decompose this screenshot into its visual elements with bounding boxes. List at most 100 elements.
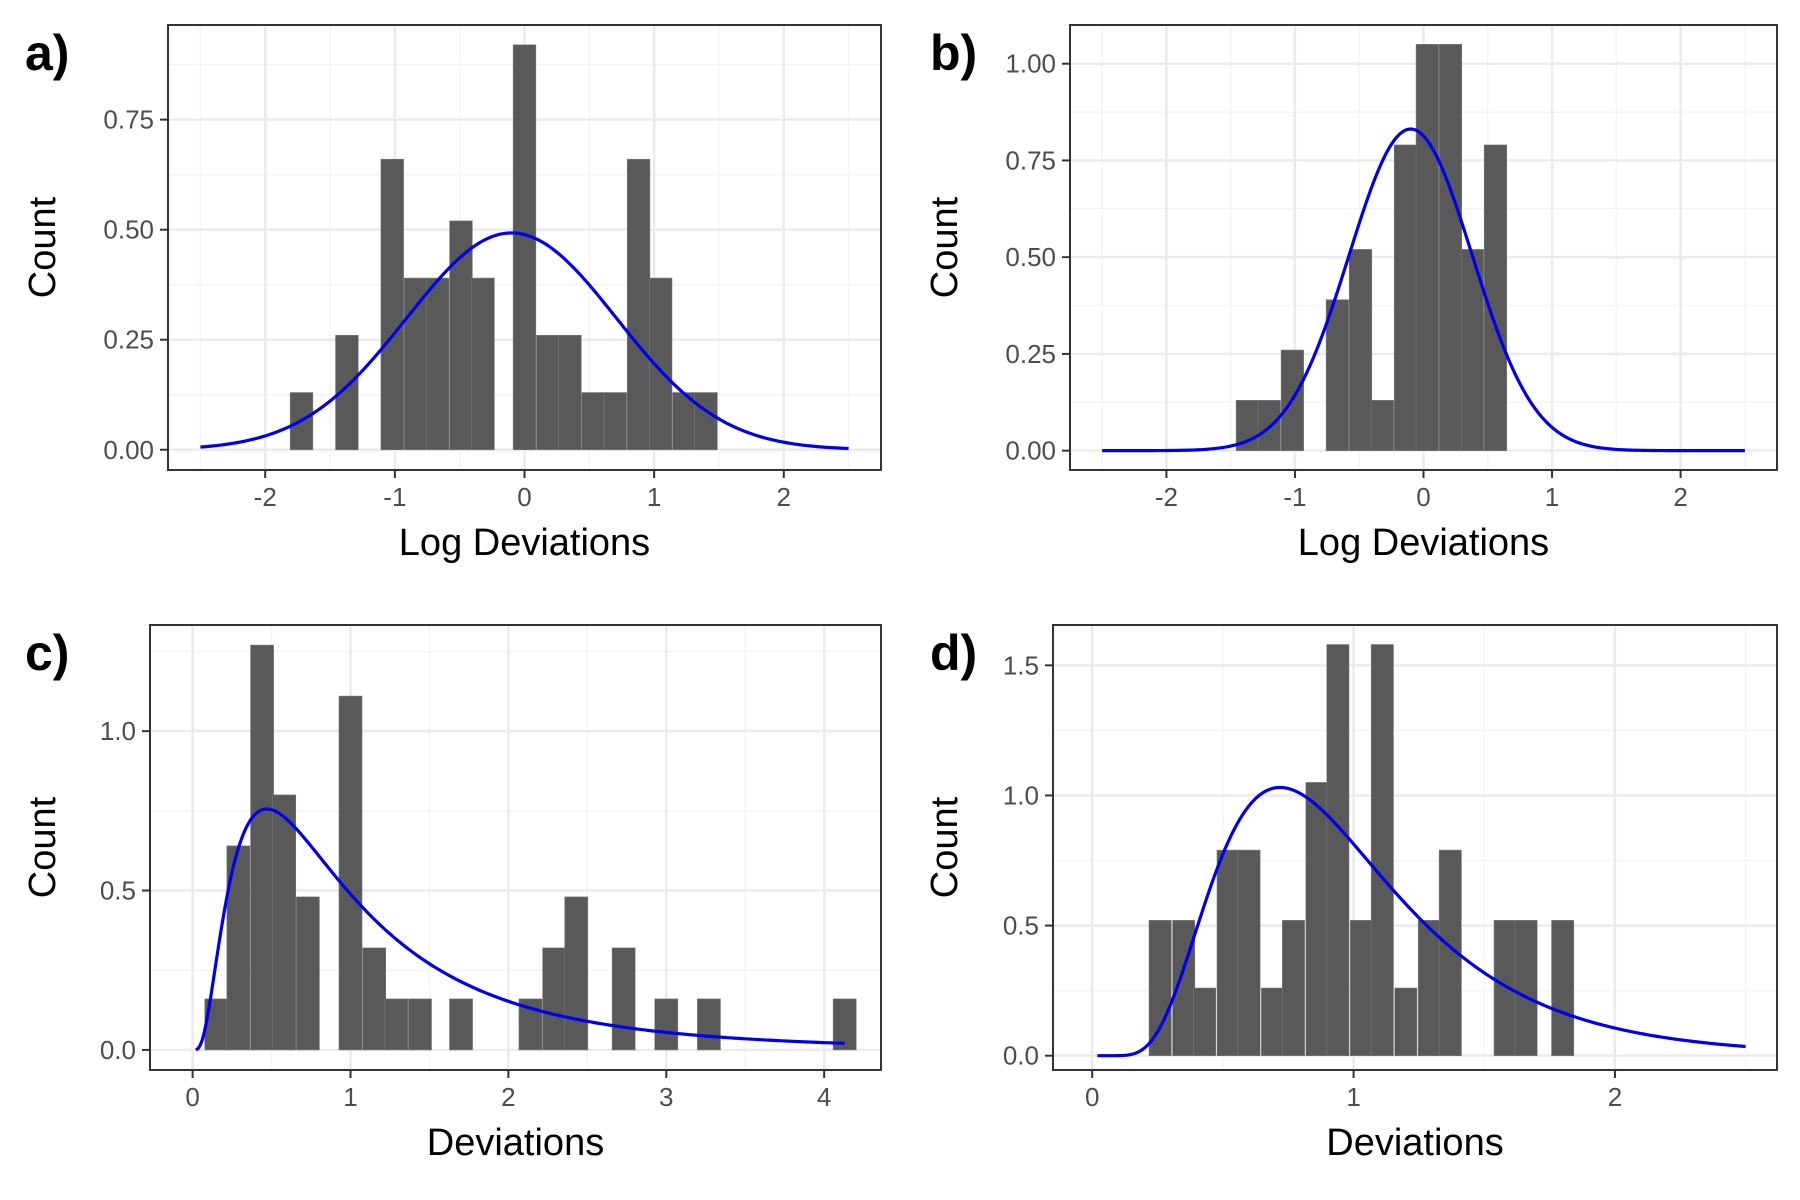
histogram-bar (694, 392, 718, 451)
histogram-bar (335, 335, 359, 451)
histogram-bar (564, 896, 589, 1051)
histogram-bar (1417, 920, 1441, 1056)
density-curve (200, 231, 849, 451)
panel-border (149, 624, 882, 1071)
y-tick-label: 0.50 (103, 215, 154, 245)
y-tick-label: 0.0 (1003, 1041, 1039, 1071)
histogram-bar (611, 947, 636, 1051)
histogram-bar (408, 998, 432, 1051)
y-tick-label: 0.00 (103, 435, 154, 465)
y-tick-label: 1.0 (100, 716, 136, 746)
y-tick-label: 0.25 (1005, 339, 1056, 369)
y-tick-label: 0.75 (103, 105, 154, 135)
histogram-bar (1261, 987, 1284, 1056)
x-tick-label: 1 (1545, 482, 1559, 512)
histogram-bar (1438, 849, 1462, 1056)
histogram-bar (542, 947, 567, 1051)
histogram-bar (338, 695, 363, 1051)
histogram-bar (1237, 849, 1261, 1056)
x-tick-label: 2 (1673, 482, 1687, 512)
histogram-bar (1193, 987, 1217, 1056)
y-tick-label: 0.0 (100, 1035, 136, 1065)
x-tick-label: -2 (1155, 482, 1178, 512)
histogram-bar (1326, 644, 1350, 1056)
histogram-bar (626, 158, 651, 451)
x-tick-label: 4 (817, 1082, 831, 1112)
x-tick-label: -2 (254, 482, 277, 512)
x-tick-label: 1 (1346, 1082, 1360, 1112)
y-axis-title: Count (924, 196, 966, 298)
histogram-bar (1415, 44, 1439, 451)
panel-label: d) (930, 625, 977, 681)
histogram-bar (362, 947, 387, 1051)
histogram-bar (1348, 249, 1373, 451)
histogram-bar (1483, 144, 1508, 451)
histogram-bar (1551, 920, 1575, 1056)
y-tick-label: 0.5 (1003, 911, 1039, 941)
histogram-bar (832, 998, 857, 1051)
histogram-bar (384, 998, 409, 1051)
panel-4: 0 1 2 0.0 0.5 1.0 1.5 Deviations Count d) (924, 624, 1778, 1164)
histogram-bar (654, 998, 679, 1051)
histogram-bar (471, 277, 495, 451)
x-axis-title: Log Deviations (1298, 522, 1549, 564)
y-tick-label: 0.50 (1005, 242, 1056, 272)
x-tick-label: -1 (1283, 482, 1306, 512)
y-axis-title: Count (924, 796, 966, 898)
x-tick-label: 2 (501, 1082, 515, 1112)
histogram-bar (1216, 849, 1240, 1056)
histogram-bar (648, 277, 673, 451)
panel-label: c) (25, 625, 69, 681)
panel-3: 0 1 2 3 4 0.0 0.5 1.0 Deviations Count c) (22, 624, 882, 1164)
histogram-bar (1370, 644, 1394, 1056)
panel-label: a) (25, 25, 69, 81)
y-tick-label: 1.0 (1003, 780, 1039, 810)
y-tick-label: 0.75 (1005, 145, 1056, 175)
x-tick-label: -1 (383, 482, 406, 512)
histogram-bar (581, 392, 605, 451)
histogram-bar (536, 335, 560, 451)
histogram-bar (1350, 920, 1373, 1056)
histogram-bar (1393, 144, 1418, 451)
histogram-bar (697, 998, 721, 1051)
y-tick-label: 0.25 (103, 325, 154, 355)
panel-border (1052, 624, 1778, 1071)
histogram-bar (1493, 920, 1517, 1056)
y-tick-label: 1.00 (1005, 49, 1056, 79)
y-tick-label: 0.00 (1005, 436, 1056, 466)
density-curve (195, 807, 845, 1052)
histogram-bar (272, 794, 297, 1051)
histogram-bar (403, 277, 428, 451)
histogram-bar (1394, 987, 1418, 1056)
x-tick-label: 0 (517, 482, 531, 512)
histogram-bar (380, 158, 404, 451)
panel-label: b) (930, 25, 977, 81)
x-tick-label: 0 (185, 1082, 199, 1112)
histogram-bar (449, 998, 473, 1051)
histogram-bar (1305, 782, 1329, 1056)
y-axis-title: Count (22, 196, 64, 298)
histogram-bar (1460, 249, 1484, 451)
y-tick-label: 0.5 (100, 876, 136, 906)
x-axis-title: Deviations (1326, 1122, 1503, 1164)
histogram-bar (558, 335, 582, 451)
histogram-bar (1514, 920, 1538, 1056)
density-curve (1097, 785, 1746, 1058)
x-axis-title: Deviations (427, 1122, 604, 1164)
x-tick-label: 0 (1085, 1082, 1099, 1112)
histogram-bar (1325, 299, 1349, 451)
histogram-bar (512, 44, 537, 451)
x-tick-label: 2 (1608, 1082, 1622, 1112)
x-tick-label: 1 (647, 482, 661, 512)
histogram-bar (296, 896, 320, 1051)
histogram-bar (1148, 920, 1172, 1056)
x-tick-label: 0 (1416, 482, 1430, 512)
histogram-bar (1438, 44, 1463, 451)
histogram-bar (250, 644, 274, 1051)
x-tick-label: 2 (777, 482, 791, 512)
panel-2: -2 -1 0 1 2 0.00 0.25 0.50 0.75 1.00 Log Deviation… (924, 24, 1778, 564)
panel-1: -2 -1 0 1 2 0.00 0.25 0.50 0.75 Log Deviations Cou… (22, 24, 882, 564)
density-curve (1102, 127, 1745, 453)
y-tick-label: 1.5 (1003, 650, 1039, 680)
